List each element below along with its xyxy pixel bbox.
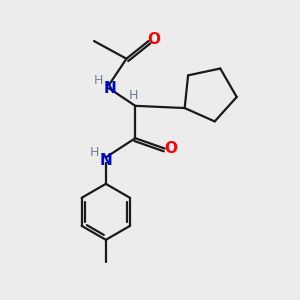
Text: N: N xyxy=(104,81,117,96)
Text: O: O xyxy=(164,141,177,156)
Text: O: O xyxy=(147,32,160,47)
Text: H: H xyxy=(129,89,139,102)
Text: H: H xyxy=(94,74,103,87)
Text: H: H xyxy=(90,146,99,159)
Text: N: N xyxy=(100,153,112,168)
